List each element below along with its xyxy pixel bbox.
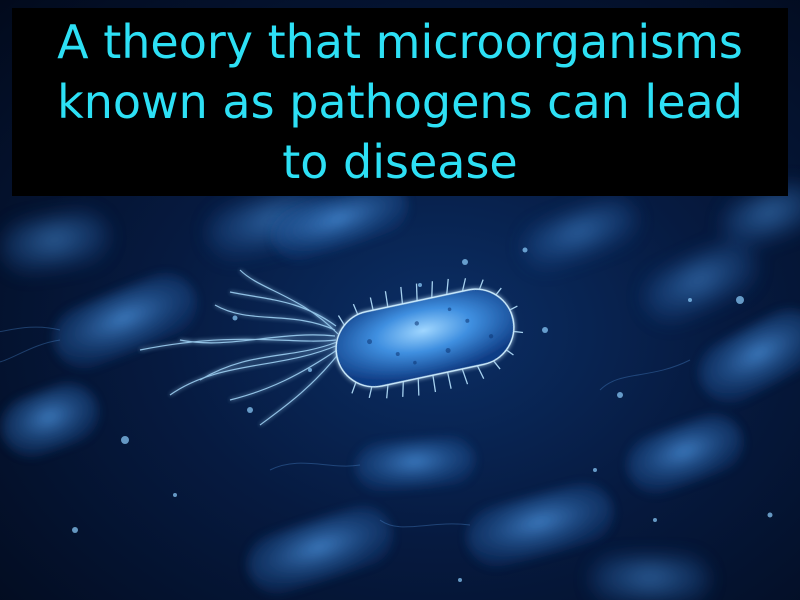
particle (688, 298, 692, 302)
particle (308, 368, 312, 372)
definition-caption-box: A theory that microorganisms known as pa… (12, 8, 788, 196)
particle (247, 407, 253, 413)
midground-bacterium (626, 414, 744, 494)
main-bacterium (335, 278, 524, 399)
background-bacterium (590, 555, 710, 600)
particle (593, 468, 597, 472)
midground-bacterium (355, 436, 475, 492)
midground-bacterium (53, 273, 197, 369)
midground-bacterium (698, 309, 800, 403)
particle (767, 512, 773, 518)
midground-bacterium (272, 181, 408, 261)
midground-bacterium (247, 506, 393, 594)
particle (653, 518, 657, 522)
particle (462, 259, 468, 265)
particle (522, 247, 528, 253)
particle (418, 283, 422, 287)
main-bacterium-flagella (139, 269, 341, 426)
particle (173, 493, 177, 497)
midground-bacterium (466, 483, 614, 567)
background-bacterium (0, 210, 110, 275)
particle (542, 327, 548, 333)
particle (617, 392, 623, 398)
background-bacterium (522, 197, 638, 271)
particle (232, 315, 238, 321)
particle (458, 578, 462, 582)
particle (121, 436, 129, 444)
particle (736, 296, 744, 304)
definition-caption: A theory that microorganisms known as pa… (57, 15, 743, 189)
particle (72, 527, 78, 533)
background-bacterium (721, 181, 800, 249)
background-bacterium (643, 241, 758, 324)
midground-bacterium (1, 383, 99, 457)
